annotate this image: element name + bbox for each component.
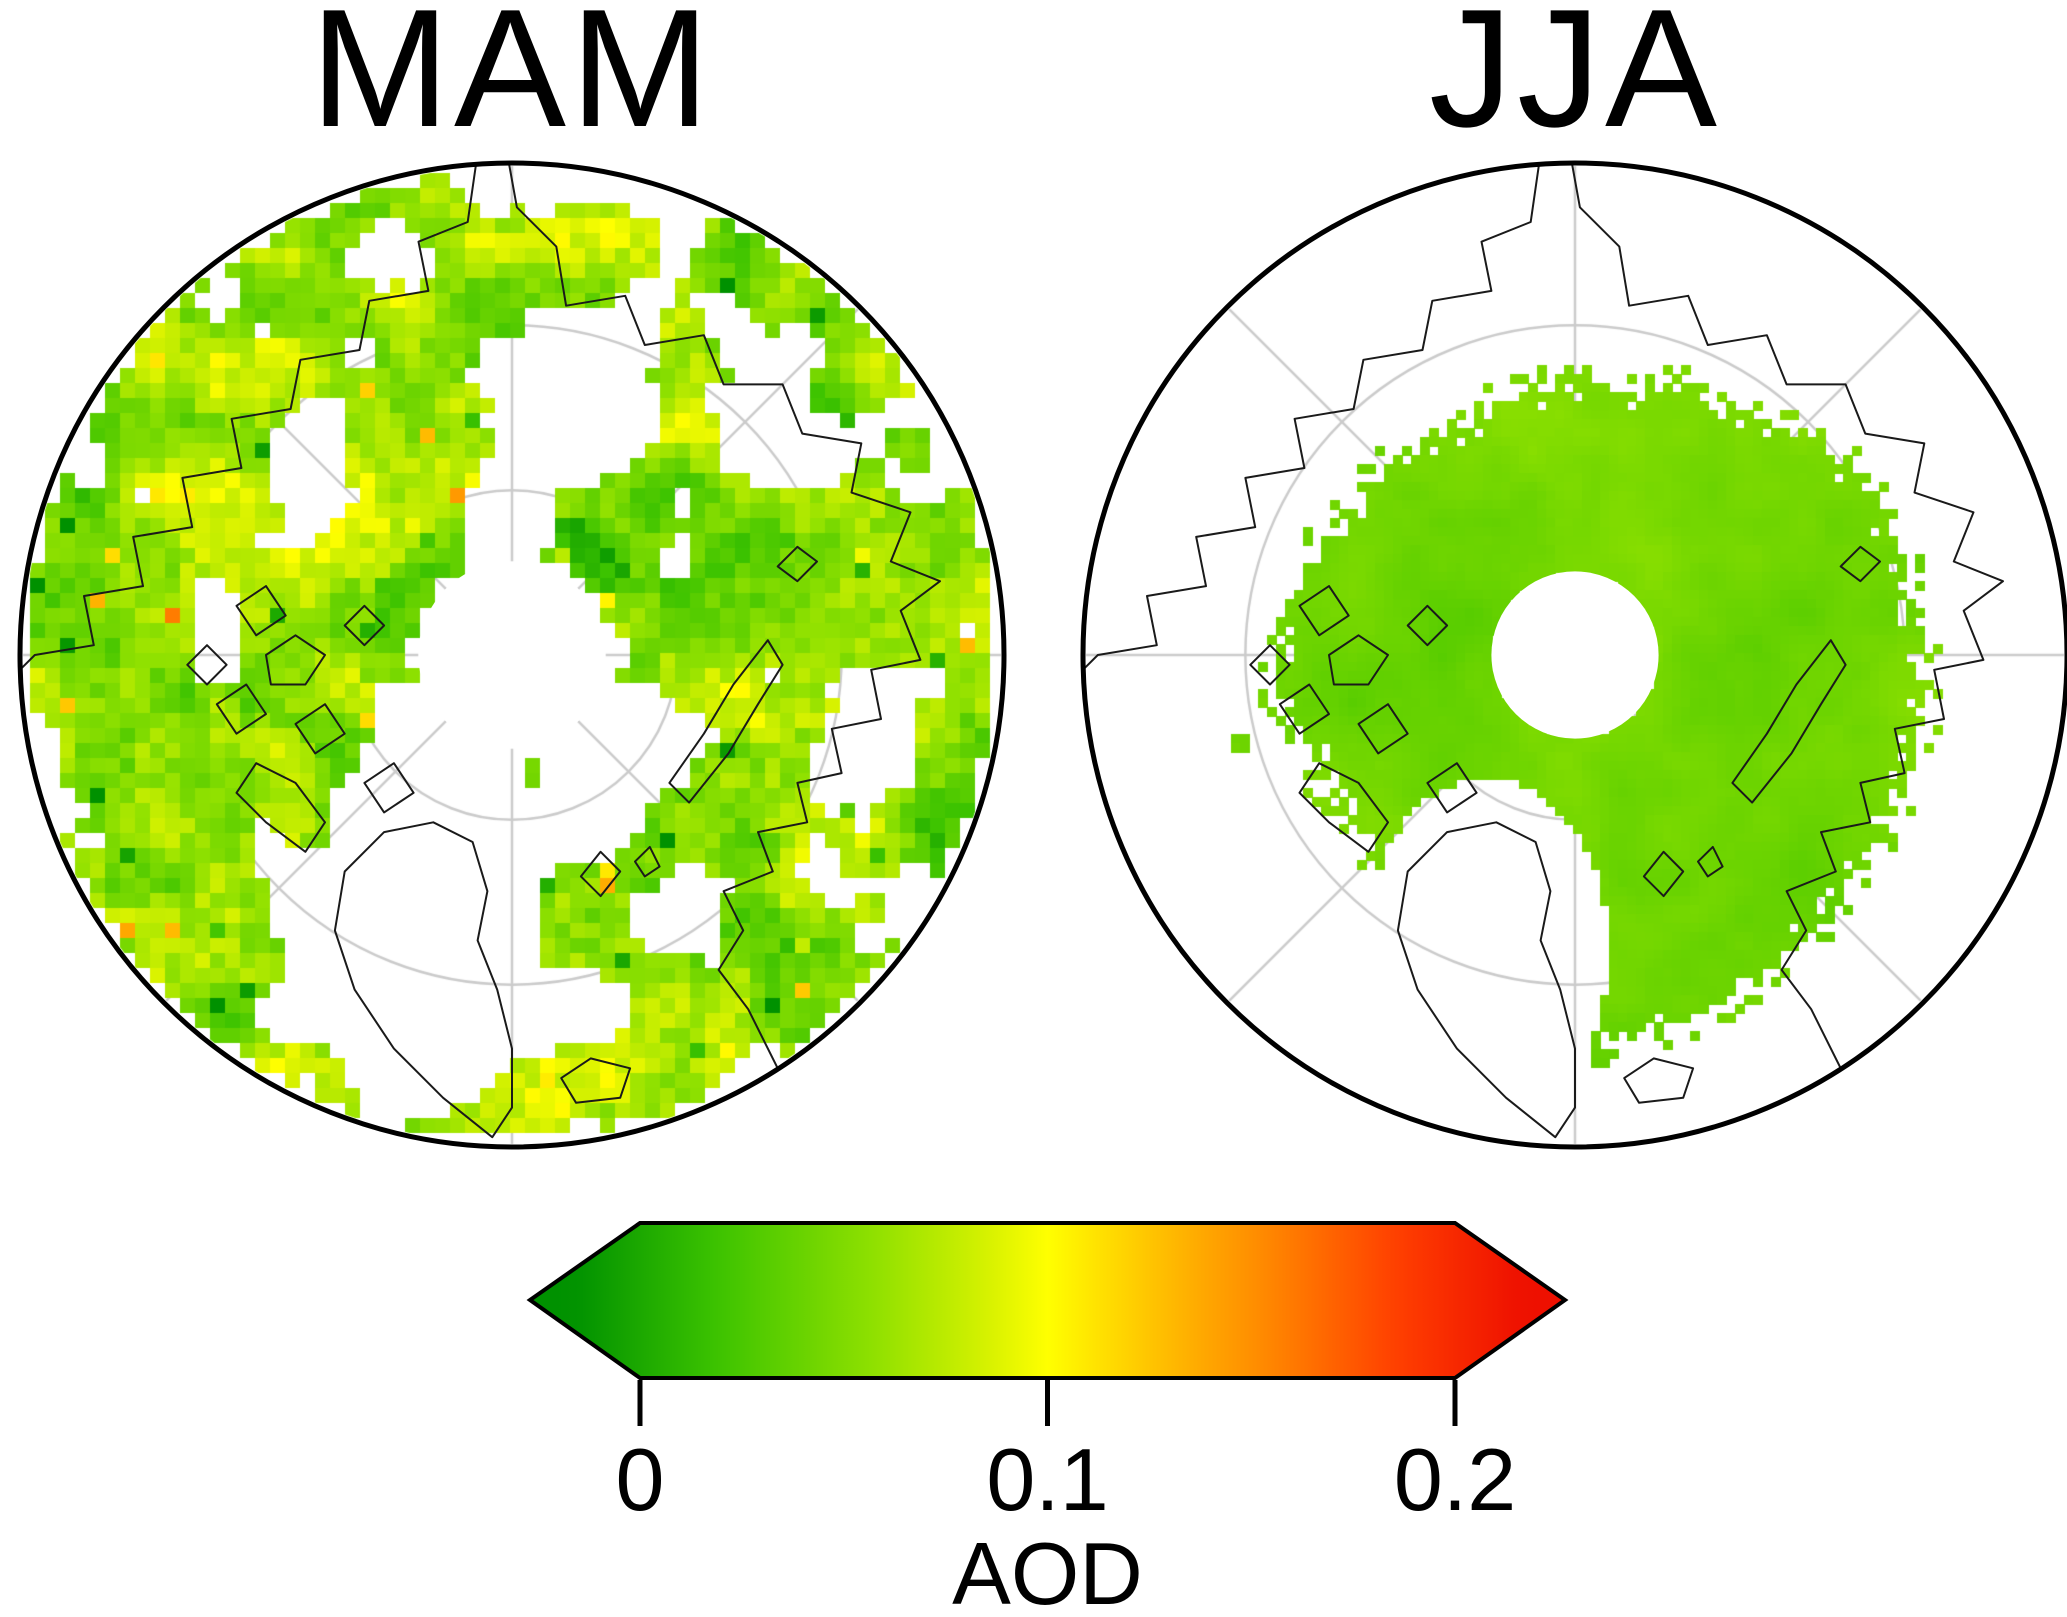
map-panel-jja	[1078, 158, 2067, 1152]
coastlines	[22, 165, 941, 1139]
colorbar-tick-label-2: 0.2	[1394, 1430, 1516, 1529]
map-boundary-circle	[1080, 160, 2067, 1150]
map-panel-mam	[15, 158, 1009, 1152]
map-overlay-jja	[1080, 160, 2067, 1150]
pole-data-gap	[1491, 571, 1659, 739]
map-title-mam: MAM	[310, 0, 714, 162]
coastlines	[1085, 165, 2004, 1139]
colorbar-arrow-bar	[526, 1221, 1569, 1380]
pole-data-gap	[418, 561, 606, 749]
colorbar-tick-label-1: 0.1	[986, 1430, 1108, 1529]
colorbar-tick-label-0: 0	[616, 1430, 665, 1529]
colorbar-axis-label: AOD	[952, 1524, 1143, 1613]
map-overlay-mam	[17, 160, 1007, 1150]
map-boundary-circle	[17, 160, 1007, 1150]
map-title-jja: JJA	[1428, 0, 1722, 162]
colorbar-ticks	[637, 1380, 1458, 1426]
colorbar: 0 0.1 0.2 AOD	[526, 1221, 1569, 1613]
